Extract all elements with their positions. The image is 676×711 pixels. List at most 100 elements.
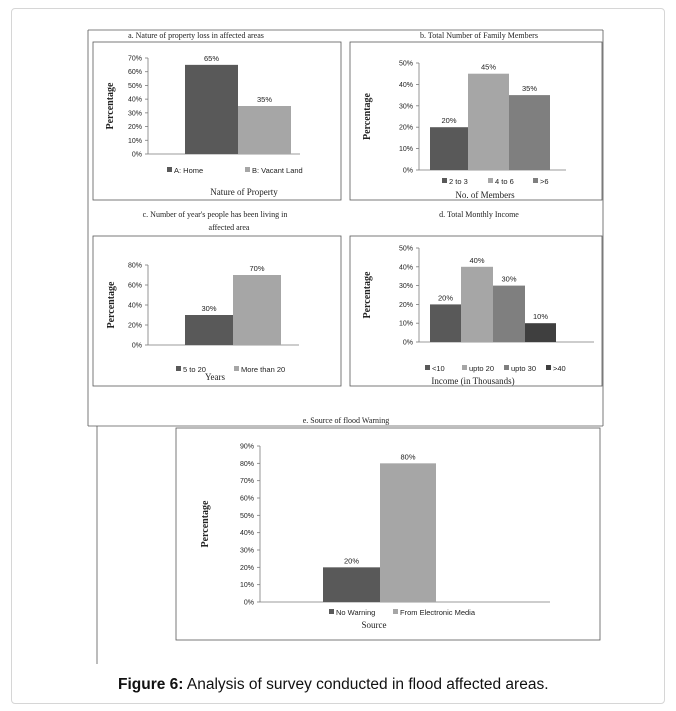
panel-c-bar (185, 315, 233, 345)
panel-d-legend-label: upto 30 (511, 364, 536, 373)
panel-b-data-label: 35% (522, 84, 537, 93)
panel-e-ytick-label: 30% (240, 548, 254, 555)
panel-a-ytick-label: 0% (132, 152, 142, 159)
panel-b-bar (430, 127, 468, 170)
panel-d-ytick-label: 10% (399, 321, 413, 328)
panel-b-legend-label: 4 to 6 (495, 177, 514, 186)
panel-e: e. Source of flood Warning 0% 10% 20% 30% 40%… (175, 416, 601, 641)
panel-a-legend-label: B: Vacant Land (252, 166, 303, 175)
panel-a-bar (185, 64, 238, 154)
panel-e-ytick-label: 60% (240, 496, 254, 503)
panel-b-legend-label: 2 to 3 (449, 177, 468, 186)
panel-e-ytick-label: 20% (240, 565, 254, 572)
panel-e-ytick-label: 70% (240, 478, 254, 485)
panel-d-ytick-label: 30% (399, 283, 413, 290)
panel-e-bar (380, 463, 436, 602)
panel-c-title-line2: affected area (209, 223, 250, 232)
panel-e-ytick-label: 80% (240, 461, 254, 468)
panel-b-legend-swatch (488, 178, 493, 183)
panel-d-ytick-label: 20% (399, 302, 413, 309)
panel-e-ylabel: Percentage (200, 500, 211, 548)
panel-c-ytick-label: 0% (132, 343, 142, 350)
panel-a-legend-swatch (167, 167, 172, 172)
panel-c-bar (233, 275, 281, 345)
figure-caption: Figure 6: Analysis of survey conducted i… (118, 676, 549, 694)
panel-e-bar (323, 567, 380, 602)
panel-c-xlabel: Years (205, 372, 226, 382)
panel-c-ytick-label: 40% (128, 303, 142, 310)
panel-d-data-label: 20% (438, 293, 453, 302)
panel-b-bar (468, 73, 509, 170)
panel-e-ytick-label: 10% (240, 582, 254, 589)
panel-a-ytick-label: 60% (128, 69, 142, 76)
panel-d-xlabel: Income (in Thousands) (431, 376, 514, 386)
panel-d-legend-label: upto 20 (469, 364, 494, 373)
panel-b-data-label: 45% (481, 63, 496, 72)
panel-c-box (92, 235, 342, 387)
panel-b-ytick-label: 20% (399, 125, 413, 132)
panel-d-bar (461, 266, 493, 342)
panel-c-legend-swatch (176, 366, 181, 371)
panel-b-bar (509, 95, 550, 170)
panel-d-data-label: 30% (501, 275, 516, 284)
panel-b-ytick-label: 0% (403, 168, 413, 175)
panel-a-title: a. Nature of property loss in affected a… (128, 31, 264, 40)
panel-e-legend-swatch (329, 609, 334, 614)
panel-d-ytick-label: 50% (399, 246, 413, 253)
panel-e-data-label: 20% (344, 556, 359, 565)
panel-d-bar (430, 304, 461, 342)
panel-e-data-label: 80% (400, 452, 415, 461)
panel-b-legend-swatch (533, 178, 538, 183)
panel-b-ylabel: Percentage (362, 92, 373, 140)
panel-a-xlabel: Nature of Property (210, 187, 278, 197)
panel-a-bar (238, 106, 291, 154)
panel-a-ylabel: Percentage (105, 82, 116, 130)
panel-b-box (349, 41, 603, 201)
panel-a-ytick-label: 10% (128, 138, 142, 145)
panel-a-data-label: 65% (204, 54, 219, 63)
panel-d-title: d. Total Monthly Income (439, 210, 519, 219)
panel-d-bar (493, 285, 525, 342)
panel-d-ytick-label: 0% (403, 340, 413, 347)
panel-b-ytick-label: 40% (399, 82, 413, 89)
panel-b-ytick-label: 30% (399, 103, 413, 110)
figure-caption-label: Figure 6: (118, 676, 184, 693)
panel-e-legend-label: From Electronic Media (400, 608, 476, 617)
panel-a-legend-swatch (245, 167, 250, 172)
panel-b-legend-label: >6 (540, 177, 549, 186)
panel-b-xlabel: No. of Members (455, 190, 515, 200)
panel-d-box (349, 235, 603, 387)
panel-c-title: c. Number of year's people has been livi… (143, 210, 288, 219)
panel-e-ytick-label: 90% (240, 444, 254, 451)
panel-b: b. Total Number of Family Members 0% 10% 20… (349, 31, 603, 201)
panel-e-ytick-label: 40% (240, 530, 254, 537)
panel-d: d. Total Monthly Income 0% 10% 20% 30% 40% 50%… (349, 210, 603, 387)
panel-d-legend-swatch (504, 365, 509, 370)
panel-c-legend-label: More than 20 (241, 365, 285, 374)
panel-b-title: b. Total Number of Family Members (420, 31, 538, 40)
panel-e-title: e. Source of flood Warning (303, 416, 390, 425)
panel-e-ytick-label: 50% (240, 513, 254, 520)
panel-e-ytick-label: 0% (244, 600, 254, 607)
panel-d-ylabel: Percentage (362, 271, 373, 319)
panel-c-legend-label: 5 to 20 (183, 365, 206, 374)
panel-e-legend-label: No Warning (336, 608, 375, 617)
panel-a-data-label: 35% (257, 95, 272, 104)
panel-b-legend-swatch (442, 178, 447, 183)
panel-d-legend-swatch (462, 365, 467, 370)
panel-c-ytick-label: 80% (128, 263, 142, 270)
panel-a-ytick-label: 70% (128, 56, 142, 63)
panel-a-ytick-label: 20% (128, 124, 142, 131)
panel-d-legend-label: <10 (432, 364, 445, 373)
panel-c-data-label: 70% (249, 264, 264, 273)
panel-a-ytick-label: 30% (128, 110, 142, 117)
panel-a-ytick-label: 50% (128, 83, 142, 90)
panel-a-ytick-label: 40% (128, 97, 142, 104)
panel-c-legend-swatch (234, 366, 239, 371)
panel-b-ytick-label: 10% (399, 146, 413, 153)
panel-d-data-label: 40% (469, 256, 484, 265)
panel-c-ylabel: Percentage (106, 281, 117, 329)
figure-caption-text: Analysis of survey conducted in flood af… (183, 676, 549, 693)
panel-e-legend-swatch (393, 609, 398, 614)
